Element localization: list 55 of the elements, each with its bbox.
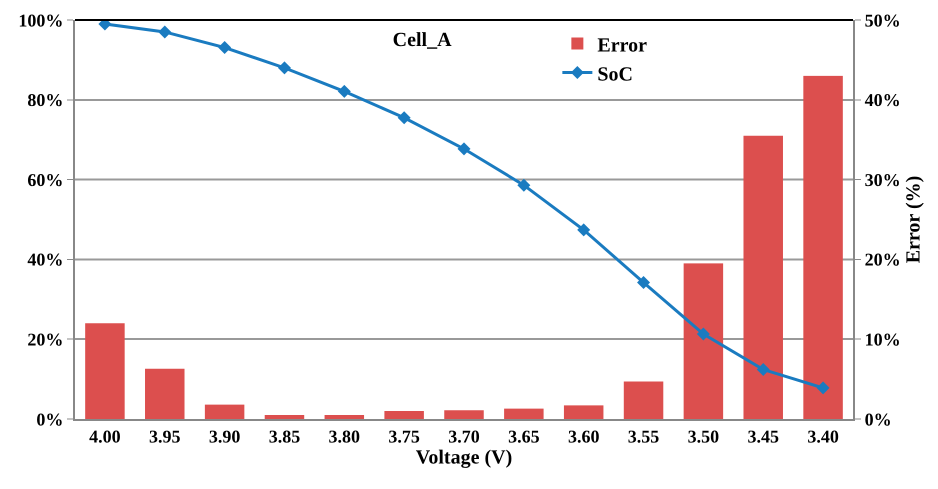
point — [158, 25, 172, 38]
bar — [444, 410, 484, 419]
y-tick-label: 0% — [36, 409, 64, 430]
y-tick-label: 40% — [27, 250, 64, 270]
y2-axis-title: Error (%) — [902, 176, 925, 264]
y2-tick-label: 50% — [864, 10, 901, 30]
legend-label: SoC — [597, 63, 633, 86]
point — [338, 84, 351, 98]
point — [577, 223, 590, 236]
x-tick-label: 3.70 — [448, 426, 480, 447]
point — [637, 276, 650, 290]
y2-tick-label: 20% — [864, 250, 901, 270]
legend-label: Error — [597, 34, 648, 56]
x-tick-label: 3.55 — [628, 426, 660, 447]
x-tick-label: 3.85 — [268, 426, 300, 447]
point — [696, 328, 710, 341]
bar — [684, 263, 724, 419]
bar — [264, 415, 304, 419]
y2-tick-label: 0% — [864, 409, 892, 430]
point — [458, 142, 470, 156]
bar — [384, 411, 424, 419]
x-tick-label: 3.80 — [328, 426, 360, 447]
point — [517, 178, 530, 192]
bar — [85, 323, 125, 419]
x-axis-title: Voltage (V) — [416, 446, 512, 469]
y2-tick-label: 40% — [864, 90, 901, 110]
bar — [204, 404, 244, 419]
bar — [504, 408, 544, 419]
bar — [145, 368, 185, 419]
point — [278, 61, 291, 74]
x-tick-label: 3.90 — [208, 426, 240, 447]
x-tick-label: 3.40 — [807, 426, 839, 447]
x-tick-label: 3.60 — [568, 426, 600, 447]
point — [816, 381, 830, 394]
point — [398, 111, 411, 124]
x-tick-label: 3.75 — [388, 426, 420, 447]
x-tick-label: 4.00 — [89, 426, 121, 447]
y-tick-label: 100% — [18, 10, 64, 30]
y2-tick-label: 10% — [864, 330, 901, 350]
bar — [743, 136, 783, 419]
x-tick-label: 3.65 — [508, 426, 540, 447]
x-tick-label: 3.45 — [747, 426, 779, 447]
y-tick-label: 60% — [27, 170, 64, 190]
x-tick-label: 3.50 — [688, 426, 720, 447]
y-tick-label: 80% — [27, 90, 64, 110]
y-tick-label: 20% — [27, 330, 64, 350]
bar — [324, 415, 364, 419]
bar — [803, 76, 843, 419]
y2-tick-label: 30% — [864, 170, 901, 190]
chart-title: Cell_A — [392, 28, 452, 51]
point — [218, 41, 232, 54]
point — [756, 363, 770, 376]
bar — [564, 405, 604, 419]
bar — [624, 381, 664, 419]
x-tick-label: 3.95 — [149, 426, 181, 447]
